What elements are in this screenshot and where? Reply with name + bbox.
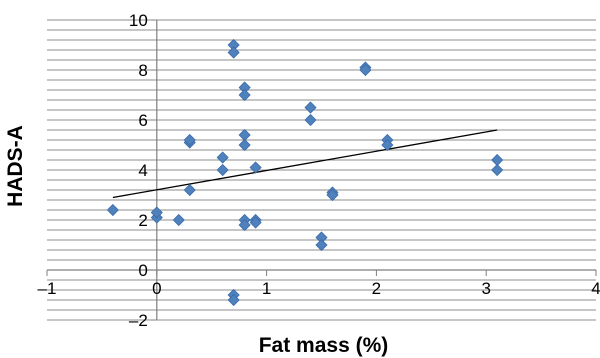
data-point [304,113,317,127]
y-axis-title: HADS-A [4,125,27,207]
data-point [238,88,251,102]
data-point [238,128,251,142]
y-tick-label: 8 [138,61,147,80]
data-point [359,63,372,77]
data-point [216,151,229,164]
data-point [183,133,196,147]
data-point [249,161,262,174]
y-tick-label: 2 [138,211,147,230]
axes [46,19,597,321]
x-tick-label: 2 [372,279,381,298]
data-point [381,138,394,152]
data-point [238,138,251,152]
y-tick-label: 10 [129,11,148,30]
data-point [326,188,339,202]
data-point [304,101,317,114]
y-tick-label: 0 [138,261,147,280]
x-tick-label: –1 [38,279,57,298]
gridlines [47,19,596,321]
x-axis-title: Fat mass (%) [259,334,389,357]
x-tick-label: 0 [152,279,161,298]
x-tick-label: 4 [591,279,600,298]
trendline [112,129,498,199]
y-tick-label: –2 [129,311,148,330]
data-point [238,218,251,232]
y-tick-label: 6 [138,111,147,130]
data-point [106,203,119,217]
data-point [491,163,504,177]
data-point [249,216,262,229]
data-point [172,213,185,227]
data-point [227,293,240,307]
data-point [227,46,240,59]
trendline-group [112,129,498,199]
x-tick-label: 3 [481,279,490,298]
x-tick-label: 1 [262,279,271,298]
data-point [216,163,229,177]
data-point [491,153,504,167]
data-points [106,38,504,307]
data-point [315,238,328,252]
y-tick-label: 4 [138,161,147,180]
data-point [150,206,163,219]
data-point [183,183,196,197]
